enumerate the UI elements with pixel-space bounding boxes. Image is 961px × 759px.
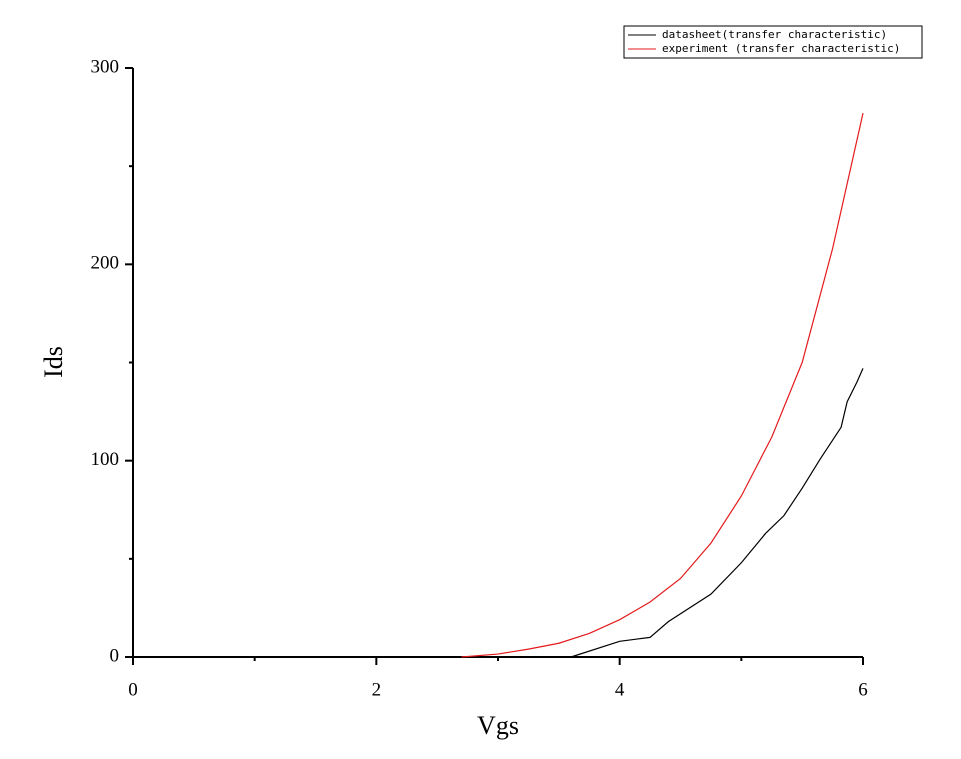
y-tick-label: 0	[110, 645, 120, 666]
y-tick-label: 300	[91, 56, 120, 77]
x-tick-label: 0	[128, 679, 138, 700]
legend-box	[623, 25, 923, 59]
y-axis-title: Ids	[39, 346, 68, 378]
x-tick-label: 6	[858, 679, 868, 700]
data-line	[461, 113, 864, 658]
x-axis-title: Vgs	[477, 711, 519, 740]
legend-label: datasheet(transfer characteristic)	[662, 28, 887, 41]
y-tick-label: 100	[91, 449, 120, 470]
y-tick-label: 200	[91, 253, 120, 274]
data-line	[570, 368, 864, 658]
legend-label: experiment (transfer characteristic)	[662, 42, 900, 55]
x-tick-label: 2	[372, 679, 382, 700]
legend: datasheet(transfer characteristic)experi…	[623, 25, 923, 59]
x-tick-label: 4	[615, 679, 625, 700]
